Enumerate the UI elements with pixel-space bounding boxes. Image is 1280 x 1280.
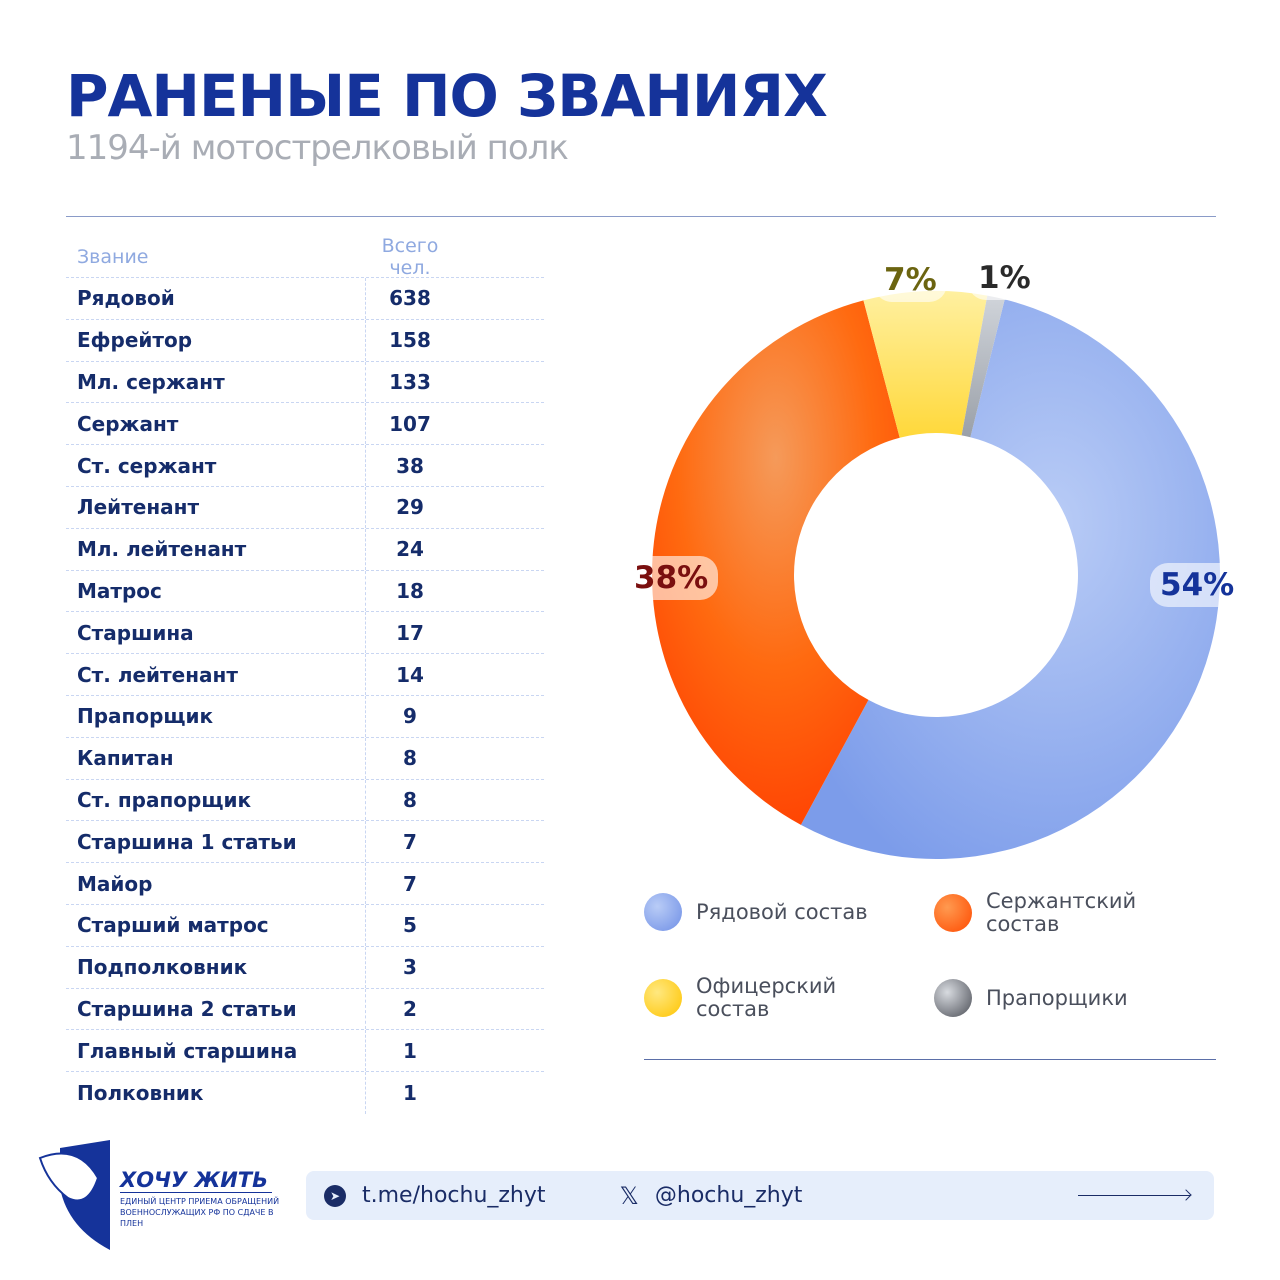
table-header: Звание Всего чел. — [66, 234, 544, 279]
rank-count: 17 — [396, 620, 424, 645]
table-row: Мл. сержант 133 — [66, 361, 544, 404]
donut-slice — [961, 295, 1005, 438]
table-row: Сержант 107 — [66, 403, 544, 446]
x-icon: 𝕏 — [619, 1181, 639, 1210]
legend-dot — [644, 893, 682, 931]
table-row: Ст. прапорщик 8 — [66, 779, 544, 822]
rank-name: Ст. лейтенант — [66, 654, 366, 695]
divider — [66, 216, 1216, 217]
slice-label: 7% — [874, 258, 947, 302]
table-row: Капитан 8 — [66, 737, 544, 780]
rank-name: Капитан — [66, 737, 366, 779]
rank-count: 158 — [389, 328, 431, 353]
legend-label: Сержантский состав — [986, 889, 1137, 936]
rank-name: Майор — [66, 863, 366, 904]
ranks-table: Звание Всего чел. Рядовой 638 Ефрейтор 158 М… — [66, 234, 544, 1114]
rank-count: 8 — [403, 746, 417, 771]
slice-label: 1% — [968, 256, 1041, 300]
rank-name: Ст. сержант — [66, 445, 366, 486]
header-rank: Звание — [77, 245, 149, 268]
rank-count: 7 — [403, 829, 417, 854]
rank-count: 14 — [396, 662, 424, 687]
table-row: Прапорщик 9 — [66, 695, 544, 738]
legend-label: Прапорщики — [986, 985, 1128, 1010]
rank-count: 3 — [403, 955, 417, 980]
rank-name: Главный старшина — [66, 1030, 366, 1072]
arrow-right-icon[interactable] — [1078, 1189, 1192, 1201]
rank-count: 8 — [403, 787, 417, 812]
legend-item: Рядовой состав — [644, 893, 868, 931]
rank-name: Полковник — [66, 1072, 366, 1114]
donut-slice — [863, 291, 988, 438]
rank-count: 38 — [396, 453, 424, 478]
legend-item: Сержантский состав — [934, 889, 1137, 936]
rank-count: 18 — [396, 578, 424, 603]
legend-dot — [934, 979, 972, 1017]
header-total: Всего чел. — [381, 234, 439, 279]
page-title: РАНЕНЫЕ ПО ЗВАНИЯХ — [66, 62, 828, 130]
donut-chart — [652, 291, 1221, 859]
legend-label: Офицерский состав — [696, 974, 837, 1021]
slice-label: 54% — [1150, 563, 1245, 607]
rank-name: Матрос — [66, 570, 366, 612]
logo-tagline: ЕДИНЫЙ ЦЕНТР ПРИЕМА ОБРАЩЕНИЙ ВОЕННОСЛУЖ… — [120, 1197, 280, 1228]
rank-count: 9 — [403, 704, 417, 729]
table-row: Ст. лейтенант 14 — [66, 654, 544, 696]
table-row: Лейтенант 29 — [66, 486, 544, 529]
legend-dot — [934, 894, 972, 932]
page-subtitle: 1194-й мотострелковый полк — [66, 128, 569, 168]
rank-name: Старшина — [66, 612, 366, 654]
table-row: Старшина 1 статьи 7 — [66, 821, 544, 864]
rank-count: 29 — [396, 495, 424, 520]
legend-dot — [644, 979, 682, 1017]
telegram-link[interactable]: t.me/hochu_zhyt — [362, 1183, 546, 1208]
table-row: Рядовой 638 — [66, 278, 544, 320]
table-row: Старшина 17 — [66, 612, 544, 655]
rank-count: 1 — [403, 1038, 417, 1063]
rank-name: Ефрейтор — [66, 319, 366, 361]
rank-name: Сержант — [66, 403, 366, 445]
donut-slice — [652, 300, 900, 825]
rank-count: 2 — [403, 996, 417, 1021]
rank-count: 5 — [403, 913, 417, 938]
table-row: Ст. сержант 38 — [66, 445, 544, 487]
table-row: Полковник 1 — [66, 1072, 544, 1114]
table-row: Старший матрос 5 — [66, 904, 544, 947]
donut-slice — [800, 299, 1221, 859]
rank-name: Старшина 2 статьи — [66, 988, 366, 1030]
contact-bar: ➤ t.me/hochu_zhyt 𝕏 @hochu_zhyt — [306, 1171, 1214, 1220]
rank-name: Мл. сержант — [66, 361, 366, 403]
table-row: Старшина 2 статьи 2 — [66, 988, 544, 1031]
rank-name: Старший матрос — [66, 904, 366, 946]
x-link[interactable]: @hochu_zhyt — [654, 1183, 803, 1208]
logo-name: ХОЧУ ЖИТЬ — [120, 1168, 272, 1193]
rank-count: 107 — [389, 411, 431, 436]
rank-name: Мл. лейтенант — [66, 528, 366, 570]
rank-name: Лейтенант — [66, 486, 366, 528]
table-row: Матрос 18 — [66, 570, 544, 613]
rank-name: Подполковник — [66, 946, 366, 988]
rank-name: Ст. прапорщик — [66, 779, 366, 821]
logo: ХОЧУ ЖИТЬ ЕДИНЫЙ ЦЕНТР ПРИЕМА ОБРАЩЕНИЙ … — [38, 1138, 280, 1253]
divider — [644, 1059, 1216, 1060]
telegram-icon: ➤ — [324, 1184, 346, 1207]
table-row: Подполковник 3 — [66, 946, 544, 989]
legend-item: Прапорщики — [934, 979, 1128, 1017]
table-row: Ефрейтор 158 — [66, 319, 544, 362]
slice-label: 38% — [624, 556, 719, 600]
rank-name: Старшина 1 статьи — [66, 821, 366, 863]
rank-count: 638 — [389, 286, 431, 311]
table-row: Мл. лейтенант 24 — [66, 528, 544, 571]
rank-count: 24 — [396, 537, 424, 562]
rank-count: 1 — [403, 1081, 417, 1106]
table-row: Майор 7 — [66, 863, 544, 905]
legend-item: Офицерский состав — [644, 975, 864, 1021]
rank-name: Рядовой — [66, 278, 366, 319]
table-row: Главный старшина 1 — [66, 1030, 544, 1073]
rank-count: 7 — [403, 871, 417, 896]
logo-emblem-icon — [38, 1140, 110, 1250]
rank-name: Прапорщик — [66, 695, 366, 737]
rank-count: 133 — [389, 369, 431, 394]
legend-label: Рядовой состав — [696, 899, 868, 924]
